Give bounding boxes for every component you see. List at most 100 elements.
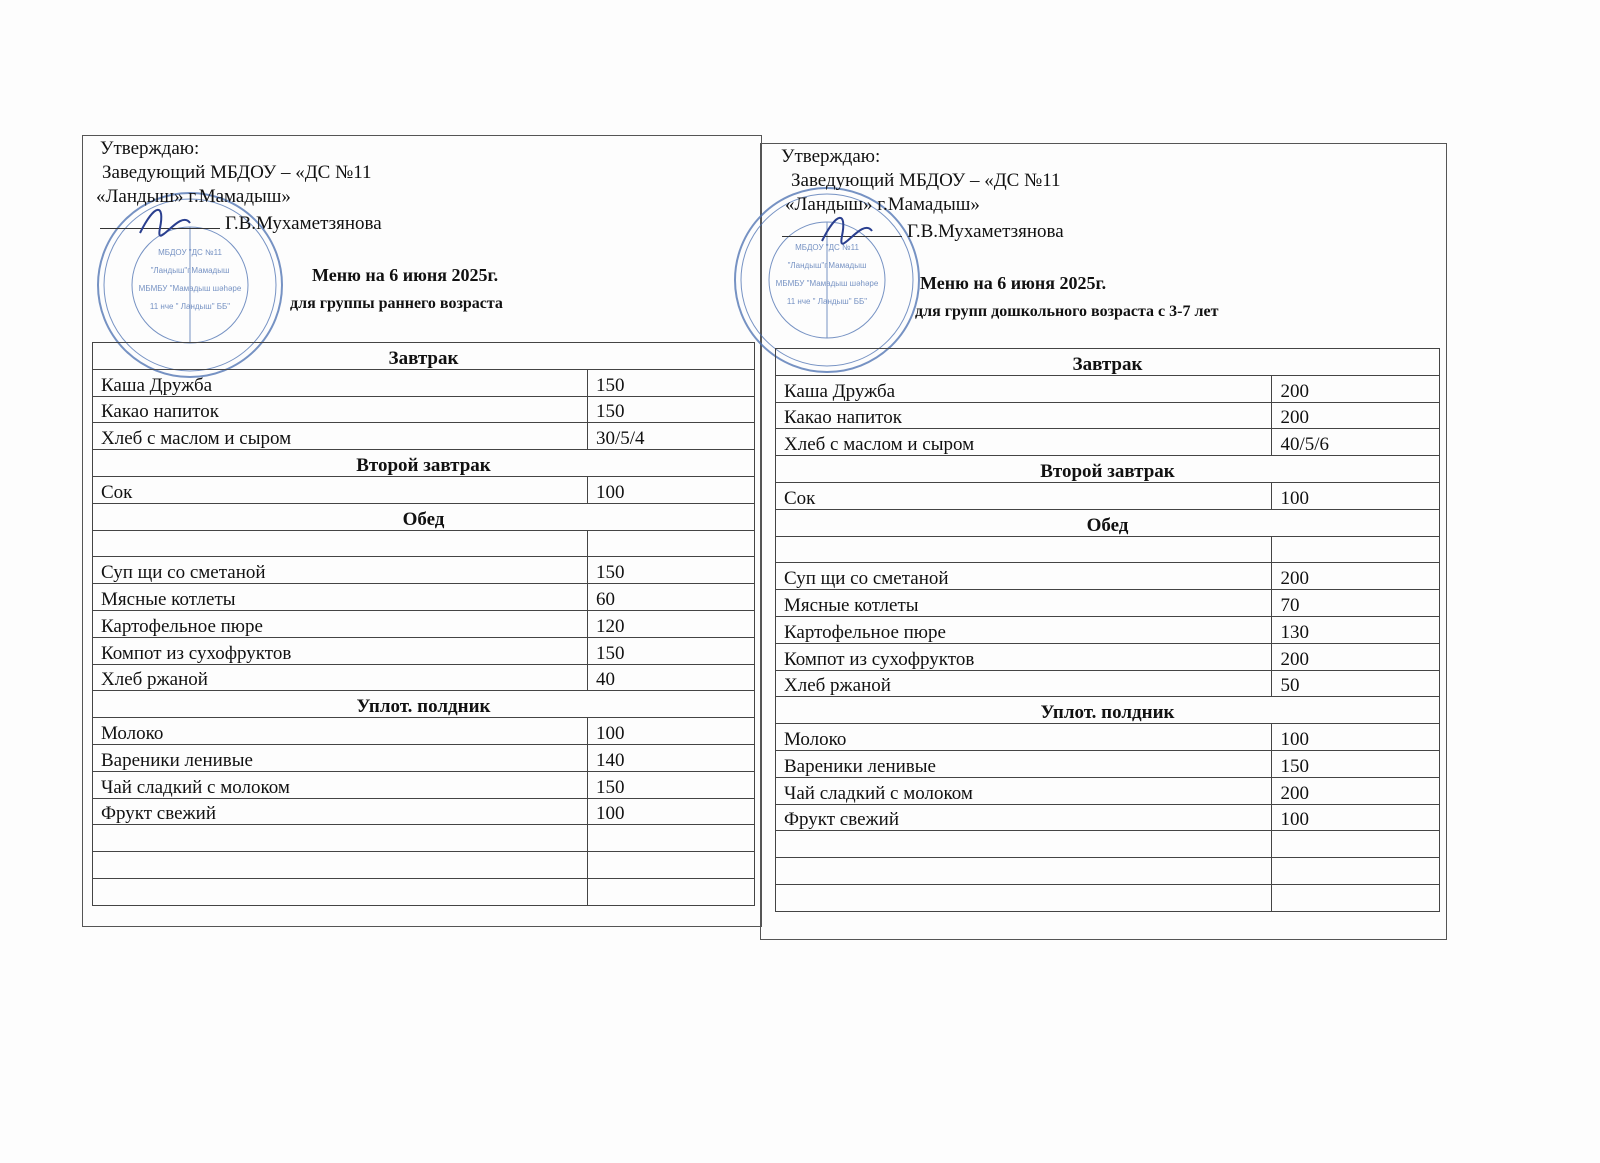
- table-row: Чай сладкий с молоком 150: [92, 770, 755, 799]
- stamp-text: "Ландыш"г.Мамадыш: [150, 266, 230, 275]
- dish-name: Вареники ленивые: [774, 749, 1273, 778]
- table-row: Каша Дружба 150: [92, 368, 755, 397]
- stamp-text: "Ландыш"г.Мамадыш: [787, 261, 867, 270]
- dish-name: Хлеб ржаной: [774, 669, 1273, 698]
- table-row: Картофельное пюре 130: [774, 615, 1440, 644]
- portion-size: 50: [1271, 669, 1440, 698]
- section-header: Второй завтрак: [775, 455, 1440, 483]
- portion-size: 130: [1271, 615, 1440, 644]
- dish-name: Картофельное пюре: [92, 609, 588, 638]
- table-row: Фрукт свежий 100: [774, 803, 1440, 832]
- section-row: Завтрак: [775, 348, 1440, 376]
- portion-size: 100: [587, 717, 755, 745]
- section-row: Второй завтрак: [775, 455, 1440, 483]
- portion-size: 100: [587, 475, 755, 504]
- portion-size: 200: [1271, 562, 1440, 591]
- menu-title: Меню на 6 июня 2025г.: [920, 273, 1107, 293]
- table-row: Какао напиток 150: [92, 395, 755, 424]
- table-row: Хлеб ржаной 50: [774, 669, 1440, 698]
- dish-name: Сок: [92, 475, 588, 504]
- table-row: Чай сладкий с молоком 200: [774, 776, 1440, 805]
- portion-size: 150: [587, 395, 755, 424]
- table-row: Суп щи со сметаной 200: [774, 562, 1440, 591]
- table-row: Сок 100: [92, 475, 755, 504]
- portion-size: 150: [587, 556, 755, 585]
- menu-panel-early-age: [82, 135, 762, 927]
- signature: [817, 206, 877, 251]
- dish-name: Хлеб с маслом и сыром: [774, 428, 1273, 457]
- portion-size: 40: [587, 663, 755, 692]
- portion-size: [587, 851, 755, 879]
- menu-group: для группы раннего возраста: [290, 295, 503, 312]
- portion-size: 40/5/6: [1271, 428, 1440, 457]
- portion-size: 200: [1271, 642, 1440, 671]
- portion-size: 100: [587, 797, 755, 826]
- table-row: [774, 535, 1440, 564]
- dish-name: Фрукт свежий: [92, 797, 588, 826]
- section-header: Уплот. полдник: [775, 696, 1440, 725]
- menu-table: Завтрак Каша Дружба 150 Какао напиток 150 Хле…: [92, 342, 755, 906]
- portion-size: 100: [1271, 803, 1440, 832]
- portion-size: 70: [1271, 589, 1440, 617]
- section-header: Завтрак: [775, 348, 1440, 376]
- table-row: Суп щи со сметаной 150: [92, 556, 755, 585]
- dish-name: [92, 851, 588, 879]
- dish-name: [92, 824, 588, 853]
- dish-name: Хлеб ржаной: [92, 663, 588, 692]
- section-header: Обед: [92, 502, 755, 531]
- dish-name: [92, 877, 588, 906]
- table-row: [774, 830, 1440, 859]
- table-row: [92, 851, 755, 879]
- dish-name: Молоко: [92, 717, 588, 745]
- stamp-text: МБМБУ "Мамадыш шәһәре: [138, 284, 242, 293]
- dish-name: Какао напиток: [774, 401, 1273, 430]
- menu-panel-preschool: [760, 143, 1447, 940]
- signer-name: Г.В.Мухаметзянова: [225, 213, 382, 234]
- table-row: Каша Дружба 200: [774, 374, 1440, 403]
- dish-name: Молоко: [774, 723, 1273, 751]
- portion-size: 200: [1271, 776, 1440, 805]
- signer-name: Г.В.Мухаметзянова: [907, 221, 1064, 242]
- stamp-text: МБМБУ "Мамадыш шәһәре: [775, 279, 879, 288]
- table-row: Хлеб ржаной 40: [92, 663, 755, 692]
- table-row: Мясные котлеты 70: [774, 589, 1440, 617]
- dish-name: Мясные котлеты: [92, 583, 588, 611]
- head-position: Заведующий МБДОУ – «ДС №11: [791, 170, 1061, 191]
- portion-size: 150: [587, 636, 755, 665]
- table-row: Молоко 100: [92, 717, 755, 745]
- stamp-text: МБДОУ "ДС №11: [795, 243, 859, 252]
- menu-table: Завтрак Каша Дружба 200 Какао напиток 200 Хле…: [774, 348, 1440, 912]
- table-row: Какао напиток 200: [774, 401, 1440, 430]
- table-row: Компот из сухофруктов 150: [92, 636, 755, 665]
- dish-name: Суп щи со сметаной: [774, 562, 1273, 591]
- dish-name: Компот из сухофруктов: [774, 642, 1273, 671]
- table-row: Вареники ленивые 150: [774, 749, 1440, 778]
- menu-title: Меню на 6 июня 2025г.: [312, 265, 499, 285]
- stamp-text: 11 нче " Ландыш" ББ": [149, 302, 231, 311]
- table-row: Вареники ленивые 140: [92, 743, 755, 772]
- portion-size: [587, 529, 755, 558]
- table-row: Сок 100: [774, 481, 1440, 510]
- portion-size: [1271, 830, 1440, 859]
- table-row: [774, 857, 1440, 885]
- menu-group: для групп дошкольного возраста с 3-7 лет: [915, 303, 1219, 320]
- dish-name: Каша Дружба: [92, 368, 588, 397]
- portion-size: 150: [587, 368, 755, 397]
- portion-size: [587, 877, 755, 906]
- portion-size: 60: [587, 583, 755, 611]
- section-header: Второй завтрак: [92, 449, 755, 477]
- portion-size: [587, 824, 755, 853]
- table-row: [92, 824, 755, 853]
- section-header: Уплот. полдник: [92, 690, 755, 719]
- portion-size: [1271, 535, 1440, 564]
- section-row: Завтрак: [92, 342, 755, 370]
- portion-size: 200: [1271, 374, 1440, 403]
- dish-name: Фрукт свежий: [774, 803, 1273, 832]
- dish-name: [774, 535, 1273, 564]
- dish-name: Сок: [774, 481, 1273, 510]
- dish-name: [774, 830, 1273, 859]
- section-row: Обед: [92, 502, 755, 531]
- dish-name: Чай сладкий с молоком: [92, 770, 588, 799]
- section-header: Обед: [775, 508, 1440, 537]
